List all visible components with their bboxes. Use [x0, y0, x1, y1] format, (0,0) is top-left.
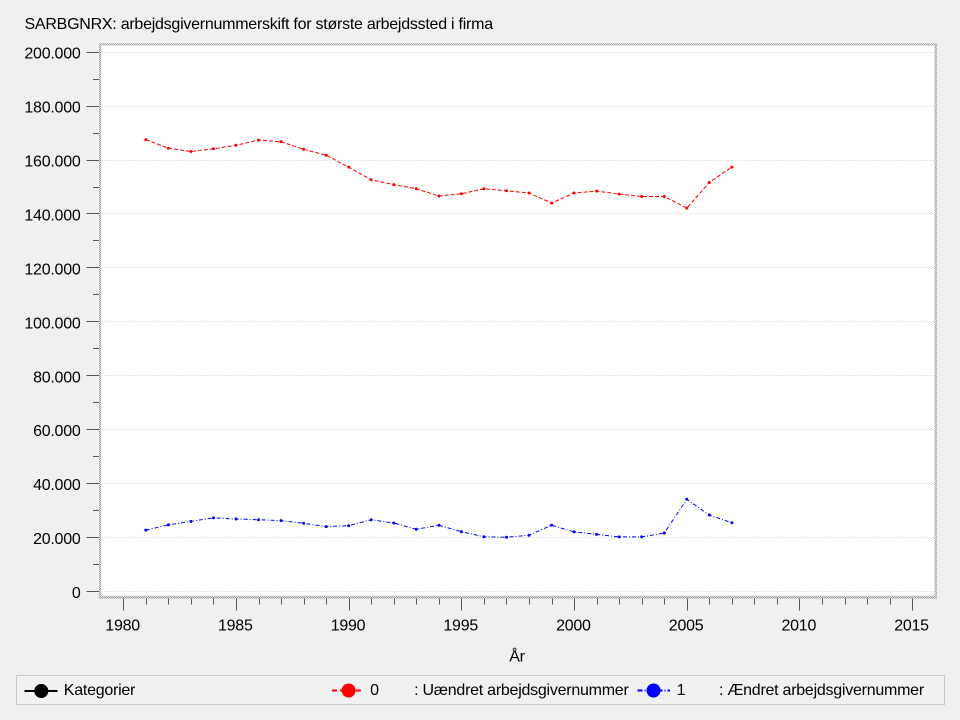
- svg-text:0: 0: [72, 585, 81, 602]
- svg-text:1: 1: [677, 682, 686, 699]
- svg-text:1980: 1980: [105, 618, 140, 635]
- svg-text:200.000: 200.000: [24, 46, 80, 63]
- svg-text:1990: 1990: [331, 618, 366, 635]
- svg-text:2000: 2000: [556, 618, 591, 635]
- svg-text:100.000: 100.000: [24, 315, 80, 332]
- svg-text:Kategorier: Kategorier: [64, 682, 136, 699]
- svg-text:: Ændret arbejdsgivernummer: : Ændret arbejdsgivernummer: [719, 682, 925, 699]
- svg-text:: Uændret arbejdsgivernummer: : Uændret arbejdsgivernummer: [414, 682, 629, 699]
- svg-text:140.000: 140.000: [24, 208, 80, 225]
- svg-text:120.000: 120.000: [24, 261, 80, 278]
- svg-text:1985: 1985: [218, 618, 253, 635]
- svg-text:0: 0: [370, 682, 379, 699]
- svg-text:1995: 1995: [443, 618, 478, 635]
- svg-text:20.000: 20.000: [33, 531, 81, 548]
- svg-text:2015: 2015: [894, 618, 929, 635]
- svg-text:40.000: 40.000: [33, 477, 81, 494]
- svg-text:160.000: 160.000: [24, 154, 80, 171]
- svg-text:180.000: 180.000: [24, 100, 80, 117]
- svg-text:80.000: 80.000: [33, 369, 81, 386]
- svg-text:60.000: 60.000: [33, 423, 81, 440]
- svg-text:SARBGNRX: arbejdsgivernummersk: SARBGNRX: arbejdsgivernummerskift for st…: [25, 16, 494, 33]
- svg-text:2010: 2010: [782, 618, 817, 635]
- svg-text:År: År: [509, 647, 525, 666]
- svg-text:2005: 2005: [669, 618, 704, 635]
